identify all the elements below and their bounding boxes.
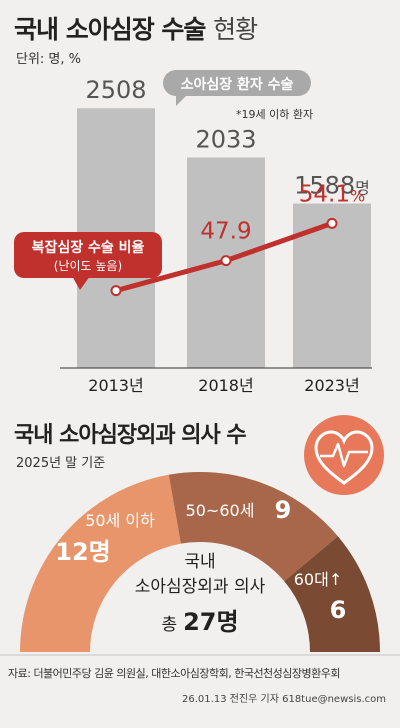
- line-legend-pointer: [72, 276, 90, 290]
- unit-label: 단위: 명, %: [16, 52, 82, 67]
- x-tick-label: 2023년: [304, 376, 359, 395]
- page-title: 국내 소아심장 수술 현황: [14, 15, 258, 44]
- line-legend-sub: (난이도 높음): [54, 259, 122, 273]
- donut-slice-2: [284, 536, 380, 652]
- source-text: 자료: 더불어민주당 김윤 의원실, 대한소아심장학회, 한국선천성심장병환우회: [8, 667, 341, 680]
- heart-pulse-icon: [304, 415, 384, 495]
- donut-slice-0: [20, 474, 181, 652]
- total-line1: 국내: [184, 552, 215, 572]
- credit-text: 26.01.13 전진우 기자 618tue@newsis.com: [182, 694, 386, 705]
- line-legend: 복잡심장 수술 비율 (난이도 높음): [14, 232, 162, 290]
- slice-label: 60대↑: [294, 570, 343, 589]
- donut-slice-1: [168, 472, 338, 582]
- ratio-point: [110, 285, 122, 297]
- slice-value: 12명: [55, 538, 110, 566]
- x-tick-label: 2018년: [198, 376, 253, 395]
- slice-value: 9: [275, 496, 292, 524]
- line-legend-bubble: [14, 232, 162, 278]
- ratio-value-label: 47.9: [200, 219, 251, 245]
- ratio-value-label: 54.1%: [299, 181, 365, 207]
- bar-value-label: 2033: [195, 125, 256, 153]
- bar-value-label: 1588명: [294, 172, 370, 200]
- slice-value: 6: [330, 596, 347, 624]
- bar-legend-bubble: [163, 70, 311, 96]
- bar-legend-pointer: [176, 94, 188, 106]
- bar-value-label: 2508: [85, 76, 146, 104]
- bar-legend-label: 소아심장 환자 수술: [181, 76, 294, 93]
- bar-legend: 소아심장 환자 수술 *19세 이하 환자: [163, 70, 313, 121]
- doctors-subtitle: 2025년 말 기준: [16, 456, 106, 471]
- bar-legend-note: *19세 이하 환자: [236, 107, 313, 121]
- slice-label: 50세 이하: [85, 511, 155, 530]
- ratio-point: [220, 255, 232, 267]
- doctors-title: 국내 소아심장외과 의사 수: [14, 423, 247, 448]
- ratio-point: [326, 217, 338, 229]
- line-legend-title: 복잡심장 수술 비율: [32, 239, 145, 256]
- slice-label: 50~60세: [186, 501, 255, 520]
- total-value: 총 27명: [161, 608, 238, 636]
- total-line2: 소아심장외과 의사: [135, 577, 266, 597]
- x-tick-label: 2013년: [88, 376, 143, 395]
